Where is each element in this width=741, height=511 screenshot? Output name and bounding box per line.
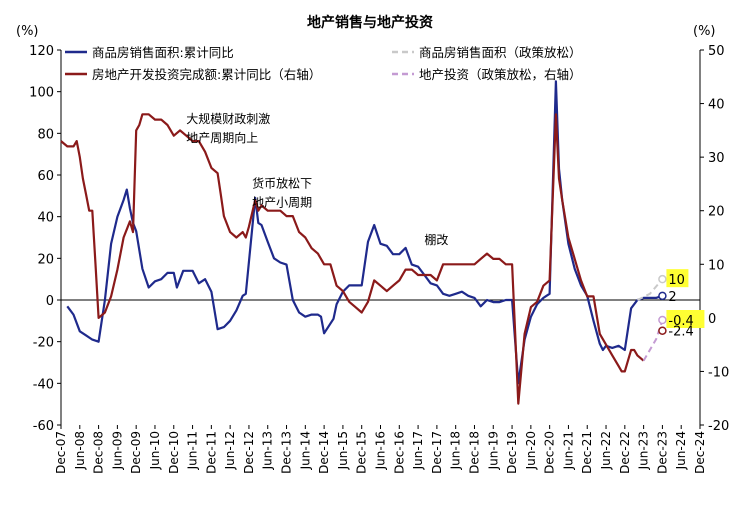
chart-title: 地产销售与地产投资 xyxy=(307,14,433,31)
x-tick-label: Dec-11 xyxy=(204,431,218,474)
end-marker xyxy=(658,291,667,301)
annotation-text: 地产周期向上 xyxy=(186,130,258,145)
series-layer xyxy=(60,80,664,405)
right-tick-label: -10 xyxy=(708,365,729,380)
left-tick-label: 60 xyxy=(37,169,54,184)
x-tick-label: Jun-20 xyxy=(524,431,538,470)
x-tick-label: Dec-08 xyxy=(92,431,106,474)
series-line-1 xyxy=(60,113,645,405)
left-tick-label: 120 xyxy=(29,44,54,59)
x-tick-label: Jun-10 xyxy=(148,431,162,470)
end-marker-label: 2 xyxy=(668,290,676,305)
x-tick-label: Dec-16 xyxy=(392,431,406,474)
end-marker-label: -0.4 xyxy=(668,314,693,329)
x-tick-label: Dec-13 xyxy=(280,431,294,474)
x-tick-label: Jun-24 xyxy=(674,431,688,470)
right-tick-label: 0 xyxy=(708,312,716,327)
x-tick-label: Jun-22 xyxy=(599,431,613,470)
x-tick-label: Jun-12 xyxy=(223,431,237,470)
x-tick-label: Dec-21 xyxy=(580,431,594,474)
legend-label: 商品房销售面积（政策放松） xyxy=(419,45,582,60)
series-line-0 xyxy=(66,80,663,385)
end-marker-label: -2.4 xyxy=(668,325,693,340)
x-tick-label: Dec-15 xyxy=(355,431,369,474)
x-tick-label: Jun-19 xyxy=(486,431,500,470)
x-tick-label: Jun-15 xyxy=(336,431,350,470)
x-tick-label: Dec-20 xyxy=(543,431,557,474)
end-marker xyxy=(658,326,667,335)
x-tick-label: Jun-09 xyxy=(110,431,124,470)
annotation-text: 棚改 xyxy=(424,232,448,247)
left-tick-label: 80 xyxy=(37,127,54,142)
legend-label: 地产投资（政策放松，右轴） xyxy=(419,67,582,82)
annotation-text: 货币放松下 xyxy=(252,176,312,191)
series-line-2 xyxy=(636,278,664,301)
highlight-box xyxy=(666,269,689,288)
annotation-text: 大规模财政刺激 xyxy=(186,111,270,126)
right-tick-label: 20 xyxy=(708,205,725,220)
left-tick-labels: -60 -40 -20 0 20 40 60 80 100 120 xyxy=(29,44,61,434)
x-tick-label: Dec-19 xyxy=(505,431,519,474)
right-tick-labels: -20 -10 0 10 20 30 40 50 xyxy=(700,44,729,434)
x-tick-label: Jun-16 xyxy=(374,431,388,470)
x-tick-label: Dec-24 xyxy=(693,431,707,474)
series-line-3 xyxy=(642,319,664,362)
annotation-text: 地产小周期 xyxy=(252,196,312,210)
end-marker-label: 10 xyxy=(668,273,685,288)
x-tick-label: Dec-18 xyxy=(467,431,481,474)
left-tick-label: -20 xyxy=(33,336,54,351)
x-tick-label: Jun-18 xyxy=(449,431,463,470)
x-tick-label: Jun-21 xyxy=(561,431,575,470)
left-tick-label: 40 xyxy=(37,211,54,226)
legend-label: 商品房销售面积:累计同比 xyxy=(92,45,234,60)
end-marker xyxy=(658,315,667,325)
right-axis-unit: (%) xyxy=(693,24,716,39)
x-tick-label: Dec-10 xyxy=(167,431,181,474)
right-tick-label: -20 xyxy=(708,419,729,434)
left-tick-label: 100 xyxy=(29,86,54,101)
left-tick-label: -60 xyxy=(33,419,54,434)
end-marker xyxy=(658,274,667,284)
x-tick-label: Jun-08 xyxy=(73,431,87,470)
x-tick-label: Jun-14 xyxy=(298,431,312,470)
left-tick-label: 20 xyxy=(37,252,54,267)
x-tick-label: Dec-12 xyxy=(242,431,256,474)
right-tick-label: 40 xyxy=(708,98,725,113)
x-tick-label: Dec-23 xyxy=(655,431,669,474)
highlight-box xyxy=(666,310,705,328)
x-tick-label: Dec-17 xyxy=(430,431,444,474)
x-tick-label: Jun-11 xyxy=(186,431,200,470)
x-tick-label: Dec-09 xyxy=(129,431,143,474)
x-tick-label: Dec-14 xyxy=(317,431,331,474)
x-tick-labels: Dec-07 Jun-08 Dec-08 Jun-09 Dec-09 Jun-10 Dec-… xyxy=(54,425,707,474)
x-tick-label: Dec-22 xyxy=(618,431,632,474)
x-tick-label: Jun-17 xyxy=(411,431,425,470)
left-axis-unit: (%) xyxy=(16,24,39,39)
left-tick-label: -40 xyxy=(33,377,54,392)
end-marker-layer: 2 10 -0.4-2.4 xyxy=(658,269,705,340)
x-tick-label: Jun-13 xyxy=(261,431,275,470)
right-tick-label: 30 xyxy=(708,151,725,166)
x-tick-label: Dec-07 xyxy=(54,431,68,474)
x-tick-label: Jun-23 xyxy=(637,431,651,470)
left-tick-label: 0 xyxy=(46,294,54,309)
right-tick-label: 50 xyxy=(708,44,725,59)
legend-label: 房地产开发投资完成额:累计同比（右轴） xyxy=(92,67,321,82)
right-tick-label: 10 xyxy=(708,258,725,273)
